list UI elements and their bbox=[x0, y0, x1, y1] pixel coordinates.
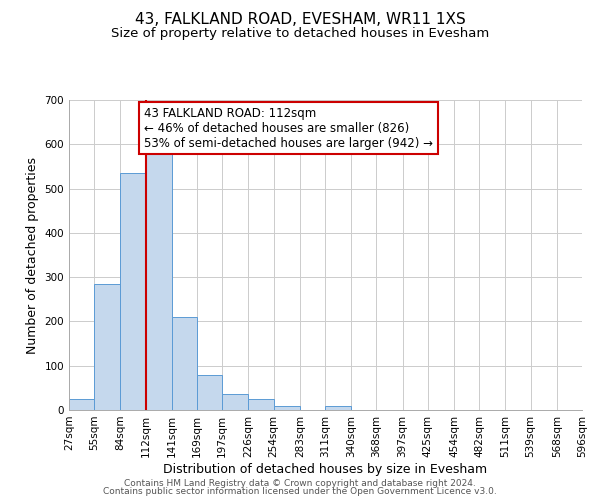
Bar bbox=[172, 317, 197, 410]
X-axis label: Distribution of detached houses by size in Evesham: Distribution of detached houses by size … bbox=[163, 462, 488, 475]
Bar bbox=[69, 399, 94, 410]
Bar bbox=[121, 173, 146, 410]
Text: Contains HM Land Registry data © Crown copyright and database right 2024.: Contains HM Land Registry data © Crown c… bbox=[124, 478, 476, 488]
Text: Size of property relative to detached houses in Evesham: Size of property relative to detached ho… bbox=[111, 28, 489, 40]
Bar bbox=[274, 406, 300, 410]
Y-axis label: Number of detached properties: Number of detached properties bbox=[26, 156, 39, 354]
Bar bbox=[325, 406, 351, 410]
Bar bbox=[248, 400, 274, 410]
Bar bbox=[94, 284, 121, 410]
Text: 43, FALKLAND ROAD, EVESHAM, WR11 1XS: 43, FALKLAND ROAD, EVESHAM, WR11 1XS bbox=[134, 12, 466, 28]
Bar bbox=[146, 153, 172, 410]
Bar bbox=[222, 394, 248, 410]
Bar bbox=[197, 374, 222, 410]
Text: Contains public sector information licensed under the Open Government Licence v3: Contains public sector information licen… bbox=[103, 487, 497, 496]
Text: 43 FALKLAND ROAD: 112sqm
← 46% of detached houses are smaller (826)
53% of semi-: 43 FALKLAND ROAD: 112sqm ← 46% of detach… bbox=[144, 106, 433, 150]
